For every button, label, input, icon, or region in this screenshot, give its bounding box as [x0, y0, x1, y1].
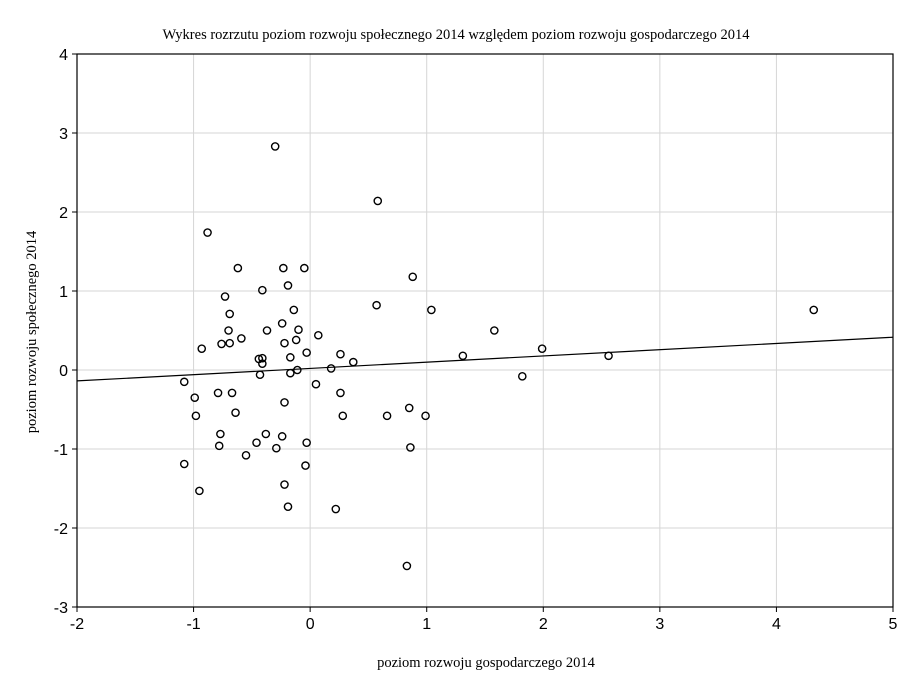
data-point	[332, 505, 339, 512]
data-point	[328, 365, 335, 372]
data-point	[196, 487, 203, 494]
data-point	[259, 287, 266, 294]
plot-frame	[77, 54, 893, 607]
y-tick-label: 1	[59, 284, 68, 301]
data-point	[302, 462, 309, 469]
data-point	[459, 352, 466, 359]
data-point	[339, 412, 346, 419]
chart-title: Wykres rozrzutu poziom rozwoju społeczne…	[162, 27, 750, 43]
data-point	[262, 430, 269, 437]
data-point	[198, 345, 205, 352]
data-point	[403, 562, 410, 569]
data-point	[225, 327, 232, 334]
y-tick-label: 0	[59, 363, 68, 380]
data-point	[273, 445, 280, 452]
data-point	[234, 264, 241, 271]
x-tick-label: 1	[422, 616, 431, 633]
y-tick-label: -2	[54, 521, 68, 538]
data-point	[383, 412, 390, 419]
x-tick-label: 5	[889, 616, 898, 633]
data-point	[287, 370, 294, 377]
data-point	[238, 335, 245, 342]
trendline	[77, 337, 893, 381]
data-point	[242, 452, 249, 459]
data-point	[406, 404, 413, 411]
x-axis-label: poziom rozwoju gospodarczego 2014	[377, 655, 596, 671]
x-tick-label: -1	[186, 616, 200, 633]
x-tick-label: 2	[539, 616, 548, 633]
data-point	[232, 409, 239, 416]
data-point	[181, 378, 188, 385]
data-point	[605, 352, 612, 359]
data-point	[374, 197, 381, 204]
data-point	[491, 327, 498, 334]
data-point	[214, 389, 221, 396]
y-tick-label: -3	[54, 600, 68, 617]
data-point	[303, 439, 310, 446]
data-point	[373, 302, 380, 309]
data-point	[221, 293, 228, 300]
data-point	[256, 371, 263, 378]
data-point	[295, 326, 302, 333]
data-point	[181, 460, 188, 467]
data-point	[303, 349, 310, 356]
data-point	[281, 399, 288, 406]
data-point	[263, 327, 270, 334]
x-tick-label: 4	[772, 616, 781, 633]
data-point	[312, 381, 319, 388]
data-point	[315, 332, 322, 339]
data-point	[272, 143, 279, 150]
grid	[77, 54, 893, 607]
data-point	[284, 503, 291, 510]
data-point	[810, 306, 817, 313]
data-point	[281, 340, 288, 347]
trendline-group	[77, 337, 893, 381]
data-point	[284, 282, 291, 289]
y-tick-label: 2	[59, 205, 68, 222]
data-point	[290, 306, 297, 313]
y-axis-label: poziom rozwoju społecznego 2014	[24, 230, 40, 433]
x-tick-label: 3	[655, 616, 664, 633]
y-tick-label: -1	[54, 442, 68, 459]
y-tick-label: 3	[59, 126, 68, 143]
data-point	[428, 306, 435, 313]
data-points	[181, 143, 818, 570]
data-point	[350, 359, 357, 366]
data-point	[191, 394, 198, 401]
data-point	[204, 229, 211, 236]
data-point	[280, 264, 287, 271]
data-point	[279, 433, 286, 440]
data-point	[409, 273, 416, 280]
data-point	[337, 351, 344, 358]
data-point	[218, 340, 225, 347]
data-point	[226, 340, 233, 347]
data-point	[281, 481, 288, 488]
x-tick-label: -2	[70, 616, 84, 633]
data-point	[519, 373, 526, 380]
data-point	[279, 320, 286, 327]
data-point	[337, 389, 344, 396]
data-point	[217, 430, 224, 437]
data-point	[407, 444, 414, 451]
data-point	[293, 336, 300, 343]
x-tick-label: 0	[306, 616, 315, 633]
data-point	[216, 442, 223, 449]
y-tick-label: 4	[59, 47, 68, 64]
data-point	[422, 412, 429, 419]
data-point	[287, 354, 294, 361]
data-point	[301, 264, 308, 271]
data-point	[539, 345, 546, 352]
data-point	[228, 389, 235, 396]
data-point	[226, 310, 233, 317]
data-point	[253, 439, 260, 446]
